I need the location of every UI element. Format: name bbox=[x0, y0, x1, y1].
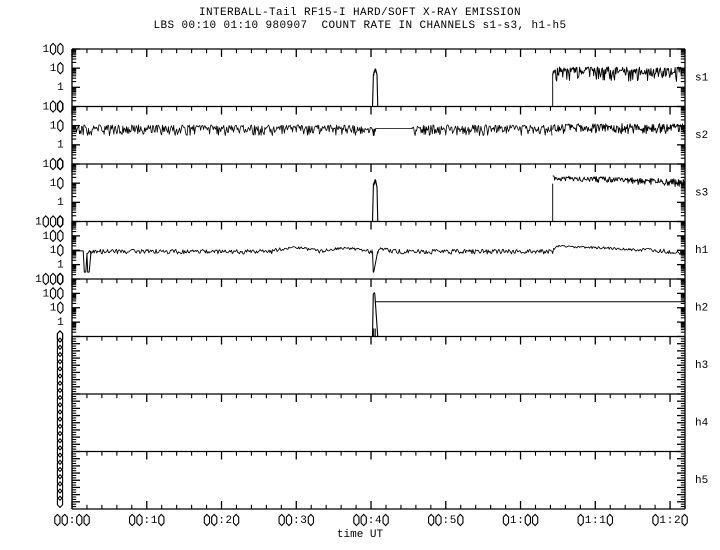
svg-text:1: 1 bbox=[42, 159, 49, 171]
svg-text:1: 1 bbox=[57, 260, 64, 272]
svg-text:5: 5 bbox=[450, 515, 457, 527]
svg-text:4: 4 bbox=[375, 515, 382, 527]
svg-text:1: 1 bbox=[35, 274, 42, 286]
svg-text:1: 1 bbox=[599, 515, 606, 527]
svg-text::: : bbox=[218, 515, 225, 527]
svg-text:1: 1 bbox=[510, 515, 517, 527]
svg-text:1: 1 bbox=[42, 288, 49, 300]
svg-text:1: 1 bbox=[151, 515, 158, 527]
svg-text:1: 1 bbox=[42, 44, 49, 56]
svg-text:1: 1 bbox=[57, 140, 64, 152]
svg-text::: : bbox=[517, 515, 524, 527]
svg-text::: : bbox=[368, 515, 375, 527]
svg-text:1: 1 bbox=[57, 317, 64, 329]
svg-text:h1: h1 bbox=[695, 245, 709, 257]
svg-text:2: 2 bbox=[225, 515, 232, 527]
svg-text:1: 1 bbox=[50, 63, 57, 75]
svg-text::: : bbox=[293, 515, 300, 527]
svg-text:1: 1 bbox=[42, 101, 49, 113]
svg-text:1: 1 bbox=[50, 303, 57, 315]
svg-text:s1: s1 bbox=[695, 73, 709, 85]
svg-text:h3: h3 bbox=[695, 360, 708, 372]
svg-text:1: 1 bbox=[57, 82, 64, 94]
svg-text:s3: s3 bbox=[695, 188, 708, 200]
svg-text:1: 1 bbox=[50, 121, 57, 133]
svg-text:1: 1 bbox=[50, 178, 57, 190]
svg-text:1: 1 bbox=[585, 515, 592, 527]
svg-text:1: 1 bbox=[50, 245, 57, 257]
svg-text:h4: h4 bbox=[695, 418, 709, 430]
svg-text::: : bbox=[667, 515, 674, 527]
svg-text:h5: h5 bbox=[695, 475, 708, 487]
svg-text:3: 3 bbox=[300, 515, 307, 527]
svg-text:1: 1 bbox=[659, 515, 666, 527]
svg-text:h2: h2 bbox=[695, 303, 708, 315]
svg-text:s2: s2 bbox=[695, 130, 708, 142]
svg-text:1: 1 bbox=[57, 197, 64, 209]
svg-text:2: 2 bbox=[674, 515, 681, 527]
svg-text::: : bbox=[143, 515, 150, 527]
svg-text:time UT: time UT bbox=[337, 529, 384, 541]
svg-text:1: 1 bbox=[35, 216, 42, 228]
svg-text::: : bbox=[592, 515, 599, 527]
svg-text::: : bbox=[442, 515, 449, 527]
svg-text::: : bbox=[69, 515, 76, 527]
svg-text:1: 1 bbox=[42, 231, 49, 243]
